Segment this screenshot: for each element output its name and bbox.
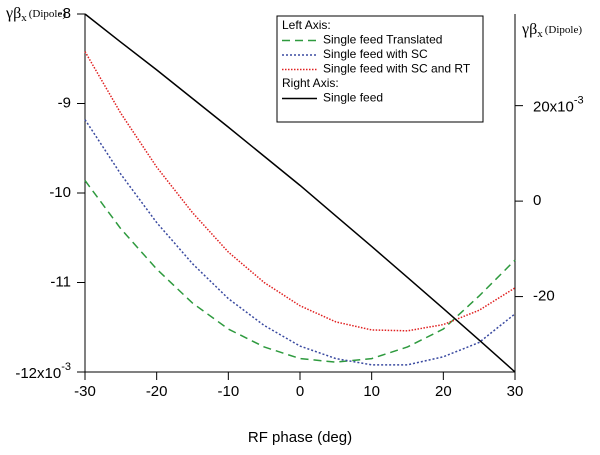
x-axis-label: RF phase (deg) [248, 429, 352, 446]
legend-label: Single feed with SC and RT [323, 62, 471, 76]
legend-box [276, 15, 484, 123]
tick-label-exponent: -3 [61, 361, 71, 373]
y2-label-sub: x [537, 28, 543, 40]
y2-label-main: γβ [521, 21, 537, 38]
tick-label: 0 [533, 192, 541, 209]
tick-label-exponent: -3 [574, 95, 584, 107]
tick-label-main: -12x10 [15, 365, 61, 382]
y2-axis-label: γβx (Dipole) [521, 21, 582, 40]
legend-label: Single feed Translated [323, 33, 442, 47]
y-axis-label: γβx (Dipole) [5, 5, 66, 24]
legend-heading: Left Axis: [282, 18, 331, 32]
tick-label: -8 [58, 5, 71, 22]
legend-heading: Right Axis: [282, 76, 339, 90]
tick-label: -12x10-3 [15, 361, 71, 382]
legend-label: Single feed with SC [323, 47, 428, 61]
line-series [84, 119, 516, 366]
x-tick-label: 20 [435, 383, 452, 400]
legend-label: Single feed [323, 91, 383, 105]
y-label-main: γβ [5, 5, 21, 22]
line-series [84, 13, 516, 373]
x-tick-label: 0 [296, 383, 304, 400]
y-label-unit: (Dipole) [29, 8, 67, 20]
tick-label-main: 20x10 [533, 99, 574, 116]
y-label-sub: x [21, 12, 27, 24]
x-tick-label: 30 [507, 383, 524, 400]
tick-label: -9 [58, 94, 71, 111]
tick-label: -20 [533, 288, 555, 305]
line-series [84, 180, 516, 363]
x-tick-label: 10 [363, 383, 380, 400]
line-series [84, 51, 516, 332]
tick-label: -11 [50, 273, 71, 290]
x-tick-label: -10 [217, 383, 239, 400]
tick-label: -10 [49, 184, 71, 201]
x-tick-label: -20 [146, 383, 168, 400]
x-tick-label: -30 [74, 383, 96, 400]
y2-label-unit: (Dipole) [545, 24, 583, 36]
tick-label: 20x10-3 [533, 95, 584, 116]
